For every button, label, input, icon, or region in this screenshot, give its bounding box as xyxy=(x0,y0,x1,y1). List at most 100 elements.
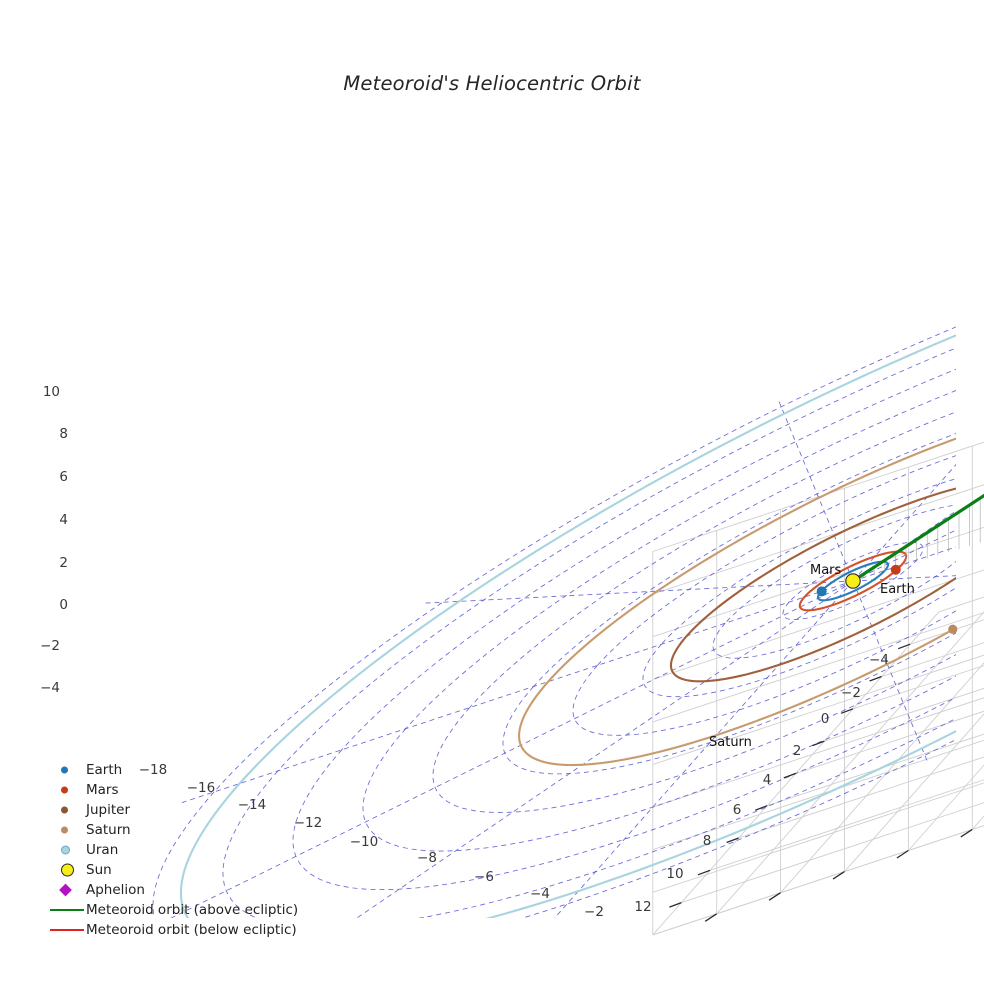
legend-item[interactable]: Meteoroid orbit (below ecliptic) xyxy=(48,920,348,940)
axis-ticks xyxy=(669,643,973,922)
z-axis-tick-label: −4 xyxy=(40,680,60,696)
pane-gridline-xz-horizontal xyxy=(652,612,984,723)
legend-item[interactable]: Earth xyxy=(48,760,348,780)
pane-gridline-xz-horizontal xyxy=(652,782,984,893)
y-axis-tick-label: 10 xyxy=(666,866,683,882)
pane-gridline-xz-horizontal xyxy=(652,697,984,808)
pane-gridline-xz-horizontal xyxy=(652,441,984,552)
polar-grid-spoke xyxy=(852,529,956,582)
uranus-dot-icon xyxy=(61,845,70,855)
earth-marker xyxy=(816,586,827,597)
y-axis-tick-label: 4 xyxy=(763,772,772,788)
x-axis-tick xyxy=(704,913,718,922)
polar-grid-spoke xyxy=(356,580,854,918)
y-axis-tick-label: 0 xyxy=(821,711,830,727)
mars-label: Mars xyxy=(810,563,842,578)
legend-item[interactable]: Uran xyxy=(48,840,348,860)
y-axis-tick xyxy=(697,869,711,876)
legend-item-label: Mars xyxy=(86,782,119,798)
polar-grid-spoke xyxy=(777,397,854,582)
polar-grid-ring xyxy=(292,368,956,891)
x-axis-tick-label: −4 xyxy=(530,886,550,902)
x-axis-tick-label: −16 xyxy=(187,780,216,796)
x-axis-tick-label: −6 xyxy=(474,869,494,885)
legend-item-label: Meteoroid orbit (below ecliptic) xyxy=(86,922,297,938)
legend-key xyxy=(48,780,86,800)
orbit-path-uranus xyxy=(179,334,956,918)
polar-grid-ring xyxy=(222,347,956,918)
y-axis-tick xyxy=(812,740,825,747)
polar-grid-spoke xyxy=(852,510,956,582)
z-axis-tick-label: −2 xyxy=(40,638,60,654)
legend-item[interactable]: Aphelion xyxy=(48,880,348,900)
y-axis-tick-label: −4 xyxy=(869,652,889,668)
polar-grid-ring xyxy=(432,411,956,813)
legend-key xyxy=(48,860,86,880)
saturn-dot-icon xyxy=(61,826,68,834)
y-axis-tick-label: 2 xyxy=(793,743,802,759)
y-axis-tick-label: 12 xyxy=(634,899,651,915)
floor-gridline-x xyxy=(844,713,984,872)
x-axis-tick-label: −8 xyxy=(417,850,437,866)
floor-gridline-y xyxy=(824,687,984,742)
legend-item-label: Saturn xyxy=(86,822,131,838)
pane-gridline-xz-horizontal xyxy=(652,654,984,765)
page-title: Meteoroid's Heliocentric Orbit xyxy=(343,72,641,95)
legend-item-label: Uran xyxy=(86,842,119,858)
floor-gridline-x xyxy=(908,764,984,851)
y-axis-tick xyxy=(669,901,682,908)
floor-gridline-y xyxy=(938,596,984,613)
polar-grid-ring xyxy=(502,433,956,775)
floor-gridline-y xyxy=(910,619,984,645)
y-axis-tick-label: 6 xyxy=(733,802,742,818)
legend-item[interactable]: Jupiter xyxy=(48,800,348,820)
saturn-marker xyxy=(948,624,958,634)
legend-item[interactable]: Mars xyxy=(48,780,348,800)
y-axis-tick-label: −2 xyxy=(841,685,861,701)
x-axis-tick xyxy=(896,849,909,859)
legend-item[interactable]: Meteoroid orbit (above ecliptic) xyxy=(48,900,348,920)
meteoroid-orbit xyxy=(851,493,984,583)
floor-grid xyxy=(652,596,984,936)
body-markers: Earth Mars Saturn xyxy=(709,563,958,750)
x-axis-tick-label: −10 xyxy=(350,834,379,850)
floor-gridline-y xyxy=(738,756,984,839)
floor-gridline-y xyxy=(681,802,984,904)
mars-dot-icon xyxy=(61,786,68,794)
pane-gridline-xz-horizontal xyxy=(652,526,984,638)
meteoroid-orbit-line-above-ecliptic xyxy=(851,493,984,583)
x-axis-tick-label: −18 xyxy=(139,762,168,778)
mars-marker xyxy=(890,564,901,575)
axes-panes xyxy=(652,441,984,936)
legend-item-label: Sun xyxy=(86,862,112,878)
polar-grid-spoke xyxy=(170,580,854,918)
y-axis-tick xyxy=(897,643,911,650)
y-axis-tick xyxy=(726,837,739,844)
legend-item[interactable]: Sun xyxy=(48,860,348,880)
z-axis-tick-label: 6 xyxy=(59,469,68,485)
legend-item[interactable]: Saturn xyxy=(48,820,348,840)
z-axis-tick-label: 4 xyxy=(59,512,68,528)
floor-gridline-y xyxy=(795,710,984,774)
y-axis-tick-label: 8 xyxy=(703,833,712,849)
orbit-path-mars xyxy=(798,550,908,612)
x-axis-tick-label: −14 xyxy=(238,797,267,813)
legend-item-label: Jupiter xyxy=(86,802,131,818)
jupiter-dot-icon xyxy=(61,806,68,814)
legend-key xyxy=(48,920,86,940)
sun-marker xyxy=(845,573,861,589)
polar-grid-spoke xyxy=(554,580,854,918)
floor-gridline-y xyxy=(652,825,984,936)
legend-key xyxy=(48,880,86,900)
saturn-label: Saturn xyxy=(709,735,752,750)
polar-grid-ring xyxy=(152,326,956,918)
green-line-icon xyxy=(50,909,84,911)
earth-label: Earth xyxy=(880,582,915,597)
x-axis-tick xyxy=(832,871,845,880)
legend-item-label: Aphelion xyxy=(86,882,145,898)
polar-grid-spoke xyxy=(852,464,956,582)
orbit-stem-lines xyxy=(863,498,981,578)
red-line-icon xyxy=(50,929,84,931)
